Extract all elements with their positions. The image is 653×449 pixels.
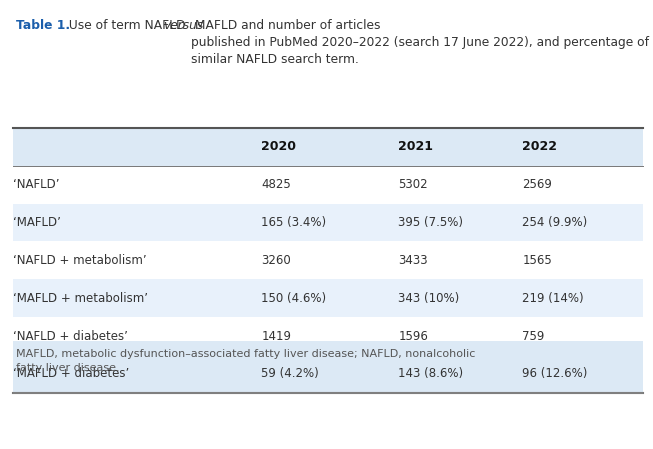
- Bar: [13, 128, 643, 166]
- Text: ‘MAFLD’: ‘MAFLD’: [13, 216, 61, 229]
- Text: 2020: 2020: [261, 141, 296, 154]
- Text: 150 (4.6%): 150 (4.6%): [261, 292, 326, 305]
- Text: MAFLD, metabolic dysfunction–associated fatty liver disease; NAFLD, nonalcoholic: MAFLD, metabolic dysfunction–associated …: [16, 349, 475, 373]
- Text: MAFLD and number of articles
published in PubMed 2020–2022 (search 17 June 2022): MAFLD and number of articles published i…: [191, 19, 649, 66]
- Text: 219 (14%): 219 (14%): [522, 292, 584, 305]
- Bar: [13, 166, 643, 204]
- Text: 1596: 1596: [398, 330, 428, 343]
- Bar: [13, 204, 643, 242]
- Text: ‘NAFLD + diabetes’: ‘NAFLD + diabetes’: [13, 330, 128, 343]
- Text: 2022: 2022: [522, 141, 558, 154]
- Text: 2569: 2569: [522, 178, 552, 191]
- Text: 759: 759: [522, 330, 545, 343]
- Text: versus: versus: [163, 19, 203, 32]
- Text: 343 (10%): 343 (10%): [398, 292, 460, 305]
- Text: 4825: 4825: [261, 178, 291, 191]
- Bar: [13, 13, 643, 128]
- Text: Use of term NAFLD: Use of term NAFLD: [61, 19, 189, 32]
- Text: 3260: 3260: [261, 254, 291, 267]
- Text: 143 (8.6%): 143 (8.6%): [398, 367, 464, 380]
- Bar: [13, 355, 643, 393]
- Text: 59 (4.2%): 59 (4.2%): [261, 367, 319, 380]
- Text: 165 (3.4%): 165 (3.4%): [261, 216, 326, 229]
- Text: 395 (7.5%): 395 (7.5%): [398, 216, 464, 229]
- Text: 1565: 1565: [522, 254, 552, 267]
- Text: 96 (12.6%): 96 (12.6%): [522, 367, 588, 380]
- Text: 5302: 5302: [398, 178, 428, 191]
- Bar: [13, 317, 643, 355]
- Bar: [13, 279, 643, 317]
- Text: ‘MAFLD + metabolism’: ‘MAFLD + metabolism’: [13, 292, 148, 305]
- Text: 2021: 2021: [398, 141, 434, 154]
- Text: ‘MAFLD + diabetes’: ‘MAFLD + diabetes’: [13, 367, 129, 380]
- Text: 1419: 1419: [261, 330, 291, 343]
- Text: ‘NAFLD’: ‘NAFLD’: [13, 178, 59, 191]
- Text: 3433: 3433: [398, 254, 428, 267]
- Bar: [13, 341, 643, 393]
- Text: 254 (9.9%): 254 (9.9%): [522, 216, 588, 229]
- Text: ‘NAFLD + metabolism’: ‘NAFLD + metabolism’: [13, 254, 147, 267]
- Bar: [13, 242, 643, 279]
- Text: Table 1.: Table 1.: [16, 19, 71, 32]
